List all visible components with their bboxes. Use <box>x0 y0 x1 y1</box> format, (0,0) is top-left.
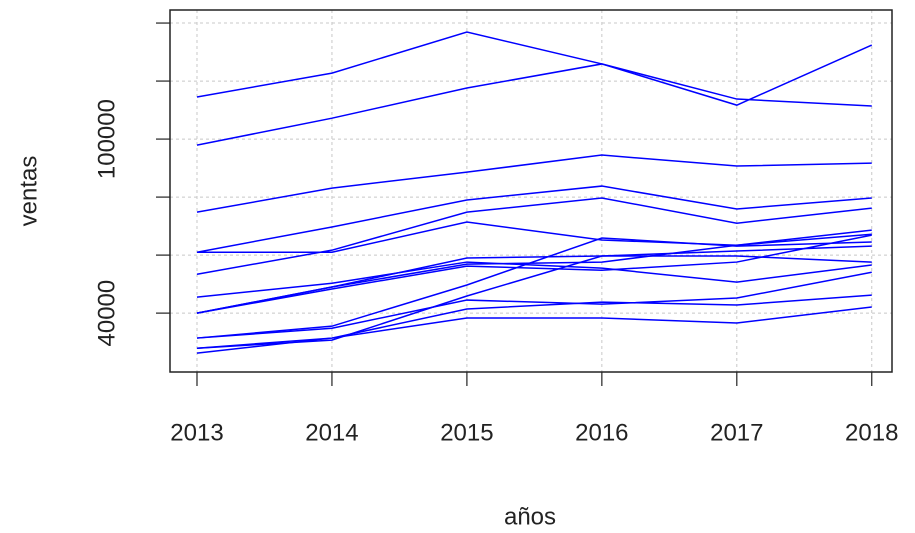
y-tick-label: 100000 <box>93 99 120 179</box>
series-line <box>196 221 872 253</box>
series-line <box>196 237 872 339</box>
y-tick-label: 40000 <box>93 280 120 347</box>
x-tick-label: 2013 <box>170 419 223 446</box>
series-line <box>196 271 872 339</box>
series-line <box>196 31 873 106</box>
series-line <box>196 233 872 314</box>
x-tick-label: 2015 <box>440 419 493 446</box>
series-line <box>196 245 872 314</box>
x-axis-title: años <box>504 503 556 530</box>
y-axis-title: ventas <box>15 156 42 227</box>
x-tick-label: 2014 <box>305 419 358 446</box>
plot-frame <box>169 9 893 373</box>
x-tick-label: 2016 <box>575 419 628 446</box>
series-line <box>196 63 872 146</box>
x-tick-label: 2017 <box>710 419 763 446</box>
x-tick-label: 2018 <box>845 419 898 446</box>
series-line <box>196 154 872 213</box>
series-line <box>196 261 872 298</box>
series-line <box>196 255 872 349</box>
series-line <box>196 185 872 253</box>
series-line <box>196 197 872 275</box>
series-line <box>196 306 872 354</box>
series-line <box>196 294 872 349</box>
